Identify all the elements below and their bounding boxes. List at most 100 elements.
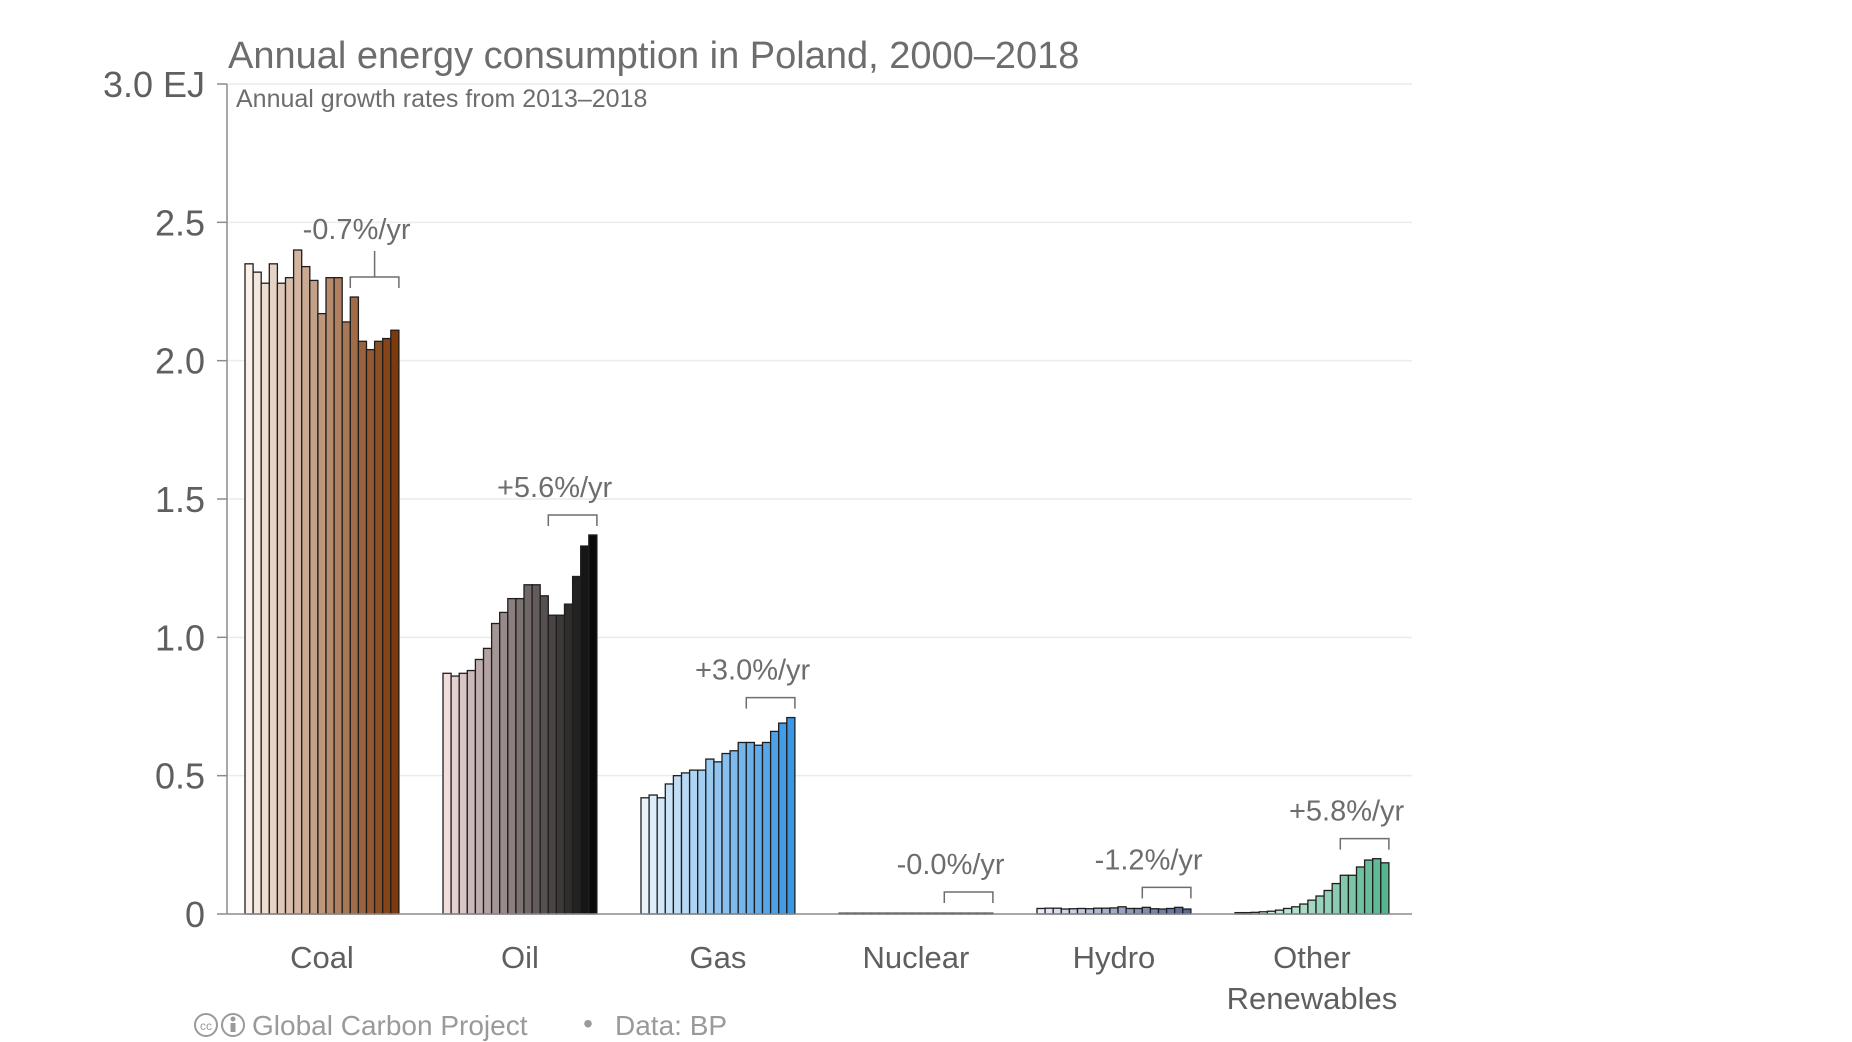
bar-gas-2012 — [737, 741, 747, 915]
bar-group-coal — [244, 249, 400, 915]
growth-rate-annotations: -0.7%/yr +5.6%/yr +3.0%/yr -0.0%/yr -1.2%/yr… — [303, 214, 1405, 903]
bar-gas-2006 — [688, 769, 699, 915]
rate-label-hydro: -1.2%/yr — [1095, 844, 1203, 876]
bar-coal-2018 — [390, 329, 400, 915]
bar-other-renewables-2011 — [1323, 889, 1333, 915]
bar-oil-2016 — [571, 575, 582, 915]
credit-separator: • — [583, 1008, 593, 1039]
bar-coal-2000 — [244, 263, 254, 915]
credit-project: Global Carbon Project — [252, 1010, 528, 1041]
x-label-oil: Oil — [501, 940, 539, 975]
bar-oil-2018 — [588, 534, 598, 915]
chart-subtitle: Annual growth rates from 2013–2018 — [236, 85, 647, 113]
y-tick-label: 2.0 — [155, 341, 205, 382]
bar-oil-2004 — [474, 658, 485, 915]
y-tick-label: 3.0 EJ — [103, 64, 205, 105]
bar-gas-2000 — [640, 797, 650, 915]
bar-hydro-2004 — [1068, 908, 1079, 915]
bar-hydro-2010 — [1117, 906, 1127, 915]
bar-group-other-renewables — [1234, 858, 1390, 915]
bar-oil-2002 — [458, 672, 468, 915]
rate-bracket-gas — [745, 696, 796, 709]
bar-hydro-2005 — [1076, 907, 1087, 915]
bar-oil-2010 — [523, 584, 533, 915]
bar-coal-2003 — [268, 263, 279, 915]
bar-hydro-2014 — [1149, 908, 1160, 915]
bar-coal-2012 — [341, 321, 351, 915]
bar-other-renewables-2018 — [1380, 862, 1390, 915]
bar-coal-2015 — [365, 348, 376, 915]
bar-gas-2016 — [769, 730, 780, 915]
bar-oil-2000 — [442, 672, 452, 915]
bar-gas-2017 — [778, 722, 788, 915]
bar-other-renewables-2013 — [1339, 874, 1350, 915]
chart-title: Annual energy consumption in Poland, 200… — [228, 35, 1079, 77]
bar-other-renewables-2015 — [1355, 866, 1366, 915]
bar-hydro-2016 — [1165, 907, 1176, 915]
bar-coal-2017 — [382, 337, 392, 915]
bar-oil-2006 — [490, 622, 501, 915]
y-tick-label: 0 — [185, 894, 205, 935]
bar-coal-2008 — [309, 279, 319, 915]
bar-gas-2002 — [656, 797, 666, 915]
bar-hydro-2006 — [1084, 908, 1095, 915]
x-label-nuclear: Nuclear — [863, 940, 970, 975]
bar-oil-2012 — [539, 595, 549, 915]
y-tick-label: 1.5 — [155, 479, 205, 520]
gridlines — [227, 83, 1412, 777]
rate-label-gas: +3.0%/yr — [695, 655, 811, 687]
y-axis-ticks: 0 0.5 1.0 1.5 2.0 2.5 3.0 EJ — [103, 64, 227, 935]
bar-coal-2005 — [284, 277, 295, 915]
bar-oil-2005 — [482, 647, 493, 915]
bar-hydro-2002 — [1052, 907, 1062, 915]
bar-coal-2006 — [292, 249, 303, 915]
bar-coal-2011 — [333, 277, 343, 915]
bar-hydro-2007 — [1093, 907, 1103, 915]
bar-gas-2018 — [786, 716, 796, 915]
bar-group-hydro — [1036, 906, 1192, 915]
bar-hydro-2009 — [1109, 907, 1119, 915]
bar-hydro-2001 — [1044, 907, 1054, 915]
bar-gas-2014 — [753, 744, 764, 915]
bar-oil-2015 — [563, 603, 574, 915]
bar-other-renewables-2012 — [1331, 882, 1341, 915]
bar-oil-2014 — [555, 614, 566, 915]
rate-bracket-nuclear — [943, 891, 994, 903]
x-label-gas: Gas — [690, 940, 747, 975]
bar-coal-2009 — [317, 312, 327, 915]
bar-other-renewables-2017 — [1372, 858, 1382, 915]
x-axis-labels: Coal Oil Gas Nuclear Hydro Other Renewables — [290, 940, 1397, 1016]
bar-other-renewables-2009 — [1307, 899, 1317, 915]
x-label-coal: Coal — [290, 940, 354, 975]
bar-coal-2007 — [301, 265, 311, 915]
bar-other-renewables-2014 — [1347, 874, 1358, 915]
rate-bracket-oil — [547, 514, 598, 526]
bar-gas-2009 — [713, 761, 723, 915]
bar-coal-2004 — [276, 282, 287, 915]
bar-other-renewables-2006 — [1282, 907, 1293, 915]
bars — [244, 249, 1390, 915]
bar-other-renewables-2007 — [1291, 906, 1301, 915]
bar-coal-2002 — [260, 282, 270, 915]
svg-text:cc: cc — [200, 1019, 212, 1033]
bar-gas-2005 — [680, 772, 691, 915]
bar-oil-2001 — [450, 675, 460, 915]
bar-coal-2010 — [325, 277, 335, 915]
bar-gas-2001 — [648, 794, 658, 915]
y-tick-label: 0.5 — [155, 756, 205, 797]
rate-label-oil: +5.6%/yr — [497, 472, 613, 504]
credits: cc Global Carbon Project • Data: BP — [194, 1008, 727, 1041]
bar-oil-2008 — [507, 597, 517, 915]
rate-bracket-other-renewables — [1339, 837, 1390, 850]
bar-hydro-2013 — [1141, 906, 1152, 915]
bar-gas-2003 — [664, 783, 675, 915]
bar-coal-2014 — [357, 340, 368, 915]
x-label-hydro: Hydro — [1073, 940, 1156, 975]
bar-gas-2004 — [672, 775, 683, 915]
bar-gas-2010 — [721, 752, 731, 915]
bar-hydro-2008 — [1101, 907, 1111, 915]
rate-label-coal: -0.7%/yr — [303, 214, 411, 246]
y-tick-label: 1.0 — [155, 617, 205, 658]
credit-source: Data: BP — [615, 1010, 727, 1041]
